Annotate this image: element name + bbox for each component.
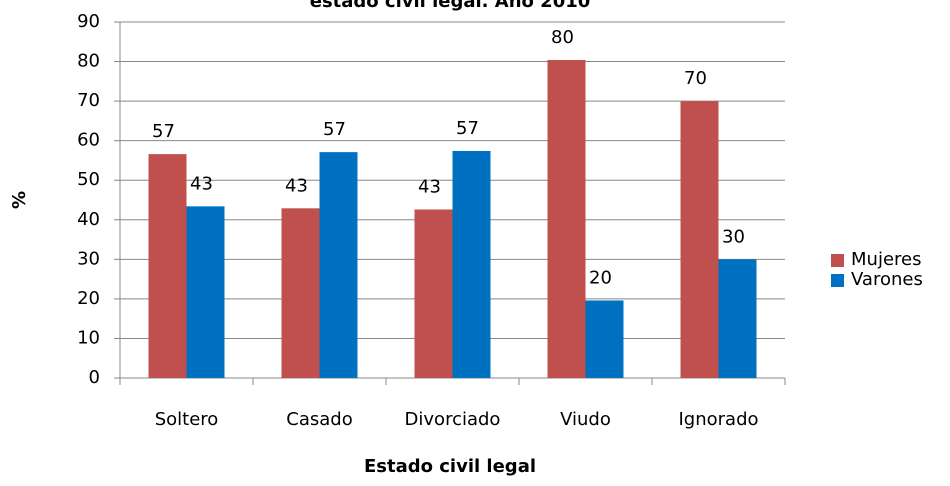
x-tick-label: Soltero [155, 409, 219, 430]
y-tick-label: 60 [77, 130, 100, 151]
bar [718, 259, 757, 378]
bar [148, 154, 187, 378]
legend-label: Varones [851, 269, 923, 290]
y-tick-label: 40 [77, 209, 100, 230]
legend-swatch [831, 274, 844, 287]
bar [585, 300, 624, 378]
x-tick-label: Ignorado [678, 409, 758, 430]
y-tick-label: 70 [77, 90, 100, 111]
y-tick-label: 30 [77, 248, 100, 269]
data-label: 70 [684, 68, 707, 89]
data-label: 43 [285, 175, 308, 196]
chart-title: estado civil legal. Año 2010 [310, 0, 591, 12]
bar [186, 206, 225, 378]
legend-label: Mujeres [851, 249, 921, 270]
y-tick-label: 50 [77, 169, 100, 190]
data-label: 20 [589, 267, 612, 288]
x-tick-label: Divorciado [405, 409, 501, 430]
x-tick-label: Casado [286, 409, 352, 430]
bar [452, 150, 491, 378]
y-tick-label: 80 [77, 51, 100, 72]
data-label: 57 [456, 118, 479, 139]
y-tick-label: 0 [89, 367, 100, 388]
bar [281, 208, 320, 378]
y-tick-label: 10 [77, 327, 100, 348]
legend-swatch [831, 254, 844, 267]
data-label: 43 [190, 173, 213, 194]
data-label: 57 [323, 119, 346, 140]
x-tick-label: Viudo [560, 409, 611, 430]
y-tick-label: 90 [77, 11, 100, 32]
data-label: 80 [551, 27, 574, 48]
x-axis-title: Estado civil legal [364, 456, 536, 477]
y-axis-title: % [9, 191, 30, 209]
data-label: 30 [722, 226, 745, 247]
bar [319, 152, 358, 378]
data-label: 57 [152, 121, 175, 142]
bar [680, 101, 719, 378]
bar [547, 59, 586, 379]
data-label: 43 [418, 176, 441, 197]
y-tick-label: 20 [77, 288, 100, 309]
bar [414, 209, 453, 378]
